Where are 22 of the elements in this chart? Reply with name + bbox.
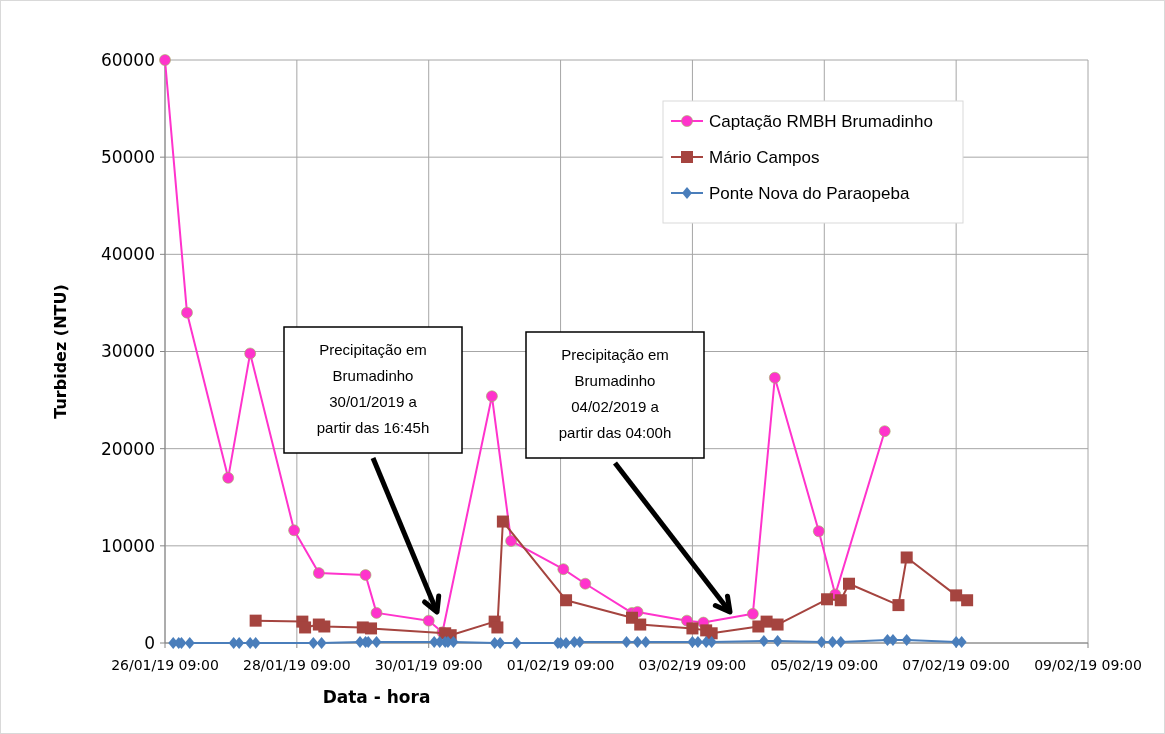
y-tick-label: 30000 [100,341,155,362]
x-tick-label: 09/02/19 09:00 [1034,657,1142,673]
x-tick-label: 03/02/19 09:00 [638,657,747,673]
legend-label: Ponte Nova do Paraopeba [709,183,910,203]
y-tick-label: 10000 [100,535,155,556]
annotation: Precipitação em Brumadinho 30/01/2019 a partir das 16:45h [316,341,430,436]
x-tick-label: 26/01/19 09:00 [111,657,219,673]
x-tick-label: 01/02/19 09:00 [506,657,615,673]
y-tick-label: 50000 [100,147,155,168]
legend-label: Captação RMBH Brumadinho [709,111,933,131]
y-tick-label: 0 [144,632,155,653]
y-tick-label: 60000 [100,49,155,70]
y-tick-label: 20000 [100,438,155,459]
x-axis-title: Data - hora [322,687,431,707]
x-tick-label: 28/01/19 09:00 [243,657,351,673]
x-tick-label: 07/02/19 09:00 [902,657,1010,673]
x-tick-label: 05/02/19 09:00 [770,657,879,673]
y-axis-title: Turbidez (NTU) [51,284,70,419]
legend-label: Mário Campos [709,147,820,167]
x-tick-label: 30/01/19 09:00 [374,657,483,673]
annotation: Precipitação em Brumadinho 04/02/2019 a partir das 04:00h [558,346,672,441]
y-tick-label: 40000 [100,244,155,265]
